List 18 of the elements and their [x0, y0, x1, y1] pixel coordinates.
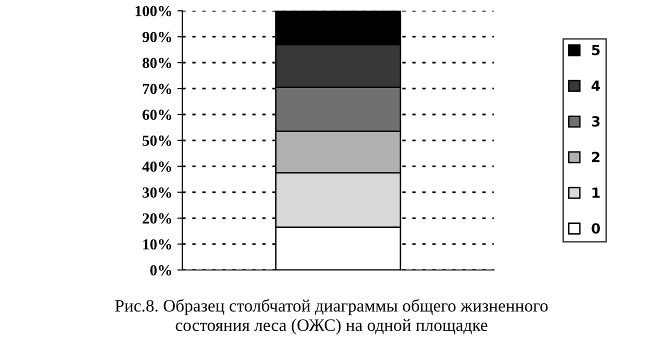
legend-label: 1 [592, 188, 600, 198]
y-tick-label: 0% [150, 265, 172, 276]
y-tick-label: 30% [142, 187, 172, 198]
y-tick-label: 80% [142, 58, 172, 68]
y-tick-label: 70% [142, 84, 172, 94]
y-tick-label: 40% [142, 161, 172, 172]
legend-label: 2 [592, 152, 600, 162]
legend-label: 4 [592, 80, 600, 91]
y-tick-label: 90% [142, 32, 172, 42]
legend-label: 0 [592, 223, 600, 234]
y-tick-label: 10% [143, 239, 172, 250]
y-tick-label: 50% [142, 136, 172, 146]
y-tick-label: 100% [136, 6, 172, 16]
legend-label: 3 [592, 116, 600, 127]
text: Рис.8. Образец столбчатой диаграммы общего жизненного состояния леса (ОЖС) на одной площадке [115, 299, 548, 335]
y-tick-label: 20% [142, 213, 172, 224]
legend-label: 5 [592, 44, 600, 56]
y-tick-label: 60% [142, 110, 172, 120]
